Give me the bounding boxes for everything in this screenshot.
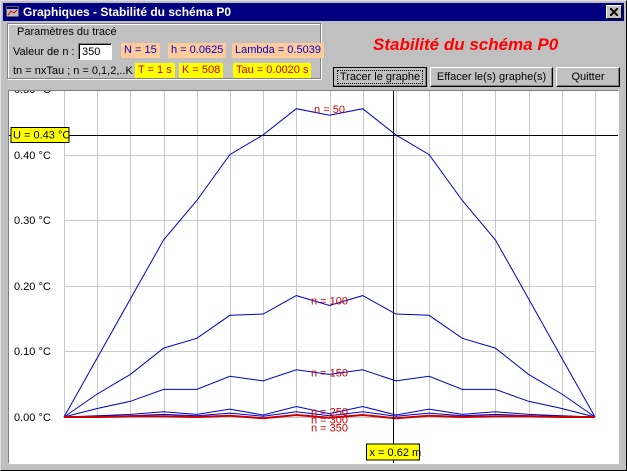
- y-tick-label: 0.10 °C: [14, 346, 51, 358]
- h-badge: h = 0.0625: [168, 43, 227, 58]
- tracer-graphe-button[interactable]: Tracer le graphe: [333, 67, 427, 87]
- valeur-n-input[interactable]: [78, 43, 112, 60]
- stability-chart: 0.00 °C 0.10 °C 0.20 °C 0.30 °C 0.40 °C 0.50 …: [9, 91, 618, 463]
- y-tick-label: 0.30 °C: [14, 215, 51, 227]
- tracer-graphe-label: Tracer le graphe: [336, 69, 424, 84]
- valeur-n-label: Valeur de n :: [13, 46, 75, 58]
- series-line: [63, 369, 596, 418]
- y-tick-label: 0.40 °C: [14, 150, 51, 162]
- window-title: Graphiques - Stabilité du schéma P0: [23, 5, 232, 19]
- y-tick-label: 0.50 °C: [14, 91, 51, 96]
- series-label: n = 150: [311, 367, 348, 379]
- series-label: n = 300: [311, 415, 348, 427]
- n-badge: N = 15: [121, 43, 160, 58]
- series-line: [63, 108, 596, 418]
- series-label: n = 100: [311, 295, 348, 307]
- tn-formula-label: tn = nxTau ; n = 0,1,2,..K: [13, 65, 133, 77]
- y-tick-label: 0.00 °C: [14, 412, 51, 424]
- cursor-u-label: U = 0.43 °C: [13, 130, 70, 142]
- series-line: [63, 405, 596, 418]
- chart-grid: [64, 91, 596, 418]
- plot-area[interactable]: 0.00 °C 0.10 °C 0.20 °C 0.30 °C 0.40 °C 0.50 …: [8, 90, 619, 464]
- close-button[interactable]: [606, 5, 622, 19]
- effacer-graphes-button[interactable]: Effacer le(s) graphe(s): [430, 67, 553, 87]
- series-label: n = 250: [311, 407, 348, 419]
- stability-heading: Stabilité du schéma P0: [373, 35, 559, 54]
- chart-cursor: U = 0.43 °C x = 0.62 m: [9, 91, 618, 463]
- chart-window-icon: [6, 6, 19, 17]
- series-line: [64, 413, 595, 420]
- series-line: [63, 295, 596, 418]
- cursor-x-label: x = 0.62 m: [370, 447, 422, 459]
- chart-curves: [63, 108, 596, 420]
- parametres-legend: Paramètres du tracé: [15, 26, 119, 38]
- cursor-u-badge: [10, 127, 70, 143]
- y-tick-label: 0.20 °C: [14, 281, 51, 293]
- close-icon: [610, 8, 618, 16]
- chart-y-ticks: 0.00 °C 0.10 °C 0.20 °C 0.30 °C 0.40 °C 0.50 …: [14, 91, 51, 424]
- cursor-x-badge: [366, 443, 420, 461]
- series-line: [63, 411, 596, 418]
- k-badge: K = 508: [179, 63, 224, 78]
- tau-badge: Tau = 0.0020 s: [233, 63, 312, 78]
- lambda-badge: Lambda = 0.5039: [232, 43, 324, 58]
- t-badge: T = 1 s: [135, 63, 175, 78]
- title-bar: Graphiques - Stabilité du schéma P0: [3, 3, 624, 21]
- series-label: n = 50: [314, 104, 345, 116]
- quitter-button[interactable]: Quitter: [556, 67, 620, 87]
- series-label: n = 350: [311, 423, 348, 435]
